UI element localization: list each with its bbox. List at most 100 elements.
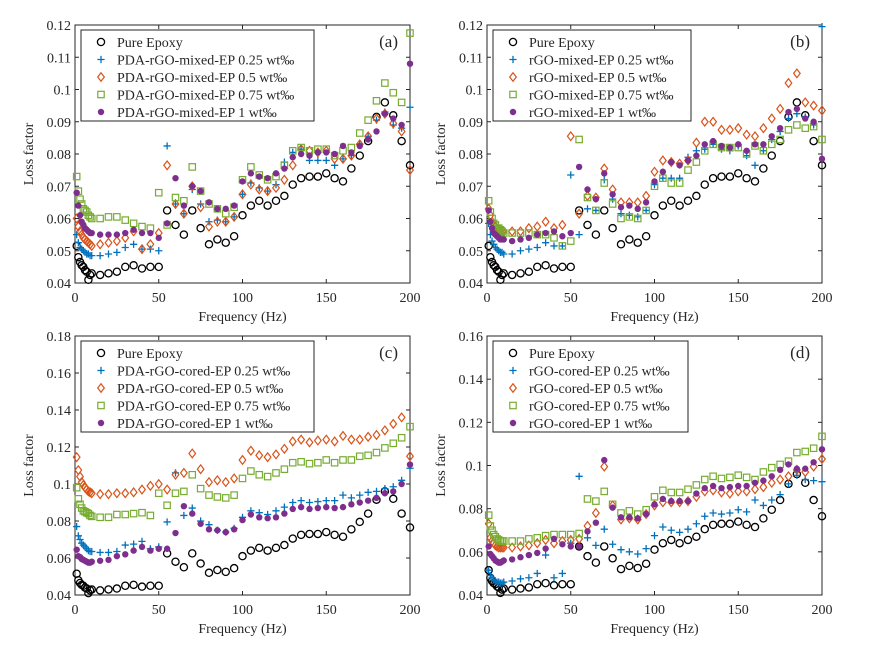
- x-tick-label: 150: [316, 603, 337, 618]
- data-point: [693, 152, 700, 159]
- data-point: [809, 495, 818, 505]
- data-point: [297, 458, 305, 466]
- data-point: [525, 535, 533, 543]
- data-point: [255, 470, 264, 479]
- data-point: [373, 128, 380, 135]
- x-tick-label: 100: [644, 291, 665, 306]
- data-point: [767, 151, 777, 160]
- data-point: [767, 140, 776, 149]
- data-point: [743, 508, 751, 516]
- data-point: [280, 465, 289, 474]
- y-tick-label: 0.1: [466, 84, 484, 99]
- data-point: [388, 494, 398, 504]
- data-point: [516, 541, 525, 552]
- data-point: [601, 456, 608, 464]
- data-point: [180, 487, 188, 496]
- data-point: [625, 213, 634, 221]
- data-point: [617, 214, 625, 223]
- data-point: [263, 185, 272, 197]
- data-point: [137, 264, 147, 273]
- y-tick-label: 0.08: [459, 503, 484, 518]
- data-point: [516, 269, 525, 278]
- x-tick-label: 100: [232, 603, 253, 618]
- data-point: [179, 208, 188, 219]
- data-point: [339, 155, 347, 163]
- data-point: [330, 436, 339, 447]
- data-point: [121, 541, 129, 549]
- data-point: [717, 124, 726, 136]
- data-point: [187, 549, 197, 558]
- data-point: [398, 121, 405, 129]
- data-point: [222, 205, 229, 213]
- data-point: [272, 514, 280, 521]
- data-point: [281, 510, 288, 517]
- data-point: [751, 496, 759, 504]
- legend-marker: [509, 366, 517, 375]
- data-point: [692, 520, 700, 528]
- data-point: [817, 453, 827, 465]
- y-tick-label: 0.05: [47, 245, 72, 260]
- data-point: [725, 519, 735, 529]
- data-point: [508, 542, 517, 553]
- x-tick-label: 100: [232, 291, 253, 306]
- chart-panel-4: 0 50 100 150 200 0.04 0.06 0.08 0.1 0.12 0.14 0.16 F…: [434, 330, 833, 637]
- data-point: [146, 239, 155, 250]
- legend-entry: rGO-mixed-EP 0.5 wt‰: [529, 71, 667, 86]
- data-point: [559, 233, 566, 240]
- data-point: [634, 205, 641, 213]
- data-point: [88, 229, 95, 237]
- data-point: [314, 149, 322, 156]
- series-w075: [72, 422, 414, 522]
- data-point: [96, 488, 105, 500]
- data-point: [793, 471, 801, 479]
- data-point: [634, 550, 642, 558]
- data-point: [726, 483, 734, 491]
- data-point: [389, 439, 398, 448]
- data-point: [818, 135, 826, 144]
- data-point: [313, 529, 323, 539]
- data-point: [809, 444, 818, 453]
- data-point: [592, 206, 600, 215]
- data-point: [625, 548, 633, 556]
- x-tick-label: 50: [152, 291, 166, 306]
- data-point: [305, 437, 314, 448]
- data-point: [642, 206, 650, 215]
- data-point: [314, 156, 322, 165]
- data-point: [306, 152, 313, 159]
- data-point: [112, 584, 122, 593]
- legend-entry: PDA-rGO-mixed-EP 1 wt‰: [117, 106, 277, 121]
- data-point: [230, 491, 238, 499]
- data-point: [155, 234, 162, 242]
- legend-entry: PDA-rGO-cored-EP 1 wt‰: [117, 417, 273, 432]
- data-point: [196, 559, 205, 568]
- y-tick-label: 0.1: [54, 478, 72, 493]
- data-point: [802, 115, 809, 122]
- data-point: [600, 179, 609, 187]
- series-pure: [72, 487, 415, 598]
- data-point: [583, 551, 592, 561]
- data-point: [793, 105, 801, 113]
- data-point: [296, 173, 306, 183]
- data-point: [600, 461, 609, 472]
- data-point: [508, 250, 516, 258]
- data-point: [784, 126, 793, 134]
- data-point: [633, 214, 642, 223]
- data-point: [667, 179, 676, 187]
- data-point: [525, 574, 533, 582]
- data-point: [708, 173, 718, 183]
- data-point: [137, 484, 147, 495]
- data-point: [96, 239, 105, 250]
- data-point: [239, 178, 246, 185]
- data-point: [113, 213, 121, 221]
- data-point: [776, 466, 784, 474]
- data-point: [121, 216, 130, 224]
- data-point: [204, 476, 214, 488]
- data-point: [154, 478, 163, 490]
- data-point: [323, 149, 330, 156]
- data-point: [734, 122, 743, 134]
- data-point: [507, 585, 517, 594]
- data-point: [785, 461, 792, 468]
- data-point: [784, 77, 793, 89]
- data-point: [575, 543, 583, 550]
- data-point: [793, 448, 801, 457]
